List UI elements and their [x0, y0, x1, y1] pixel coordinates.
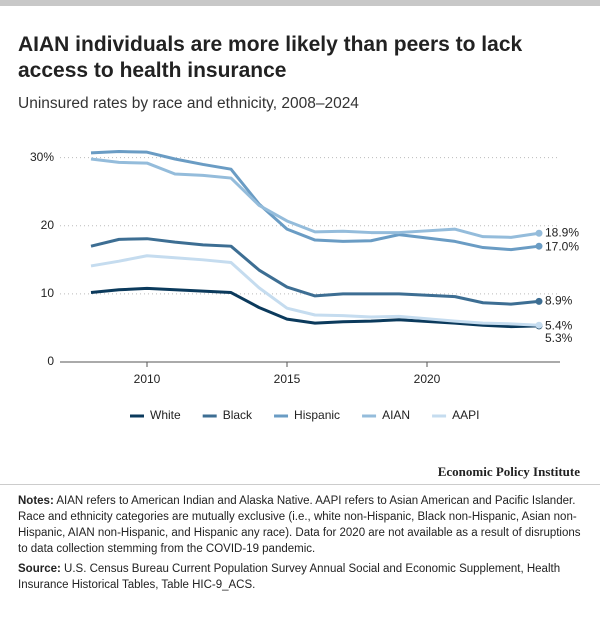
source-label: Source: — [18, 563, 61, 575]
series-line — [90, 149, 540, 252]
brand: Economic Policy Institute — [437, 464, 580, 479]
end-dot — [535, 242, 543, 250]
y-tick-label: 20 — [41, 218, 55, 232]
end-dot — [535, 229, 543, 237]
chart: 0 10 20 30% 2010 2015 2020 5.3% 8.9% 17.0%18.9% 5.… — [30, 149, 579, 422]
end-dot — [535, 321, 543, 329]
series-line — [90, 286, 540, 329]
end-dot — [535, 297, 543, 305]
legend-label: AIAN — [382, 408, 410, 422]
x-tick-label: 2020 — [414, 372, 441, 386]
notes: Notes: AIAN refers to American Indian an… — [18, 493, 582, 557]
value-label: 8.9% — [545, 294, 573, 308]
source-text: U.S. Census Bureau Current Population Su… — [18, 563, 561, 591]
notes-label: Notes: — [18, 495, 54, 507]
value-label: 5.3% — [545, 331, 573, 345]
x-tick-label: 2010 — [134, 372, 161, 386]
legend-label: Hispanic — [294, 408, 340, 422]
y-tick-label: 10 — [41, 286, 55, 300]
notes-text: AIAN refers to American Indian and Alask… — [18, 495, 581, 555]
y-tick-label: 0 — [47, 354, 54, 368]
series-line — [90, 157, 540, 239]
footnotes: Notes: AIAN refers to American Indian an… — [0, 484, 600, 597]
chart-title: AIAN individuals are more likely than pe… — [18, 33, 523, 82]
legend-label: AAPI — [452, 408, 479, 422]
value-label: 17.0% — [545, 239, 579, 253]
chart-subtitle: Uninsured rates by race and ethnicity, 2… — [18, 95, 359, 112]
series-line — [90, 254, 540, 327]
legend-label: White — [150, 408, 181, 422]
value-label: 5.4% — [545, 318, 573, 332]
source: Source: U.S. Census Bureau Current Popul… — [18, 561, 582, 593]
x-tick-label: 2015 — [274, 372, 301, 386]
series-line — [90, 237, 540, 306]
value-label: 18.9% — [545, 225, 579, 239]
legend-label: Black — [223, 408, 253, 422]
y-tick-label: 30% — [30, 150, 54, 164]
